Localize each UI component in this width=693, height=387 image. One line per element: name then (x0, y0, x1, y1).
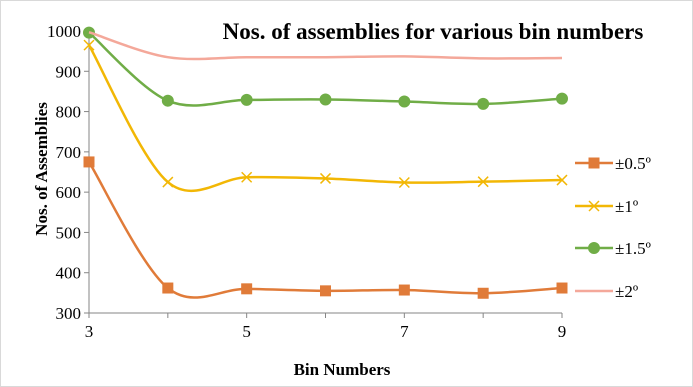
x-tick-label: 9 (558, 322, 567, 341)
marker-stroke (162, 176, 174, 188)
data-point (83, 156, 95, 168)
legend-swatch-marker (588, 157, 600, 169)
x-tick-label: 7 (400, 322, 409, 341)
legend-item: ±0.5º (575, 154, 651, 173)
series-3 (88, 31, 563, 61)
data-point (241, 171, 253, 183)
legend-swatch-marker (588, 200, 600, 212)
y-tick-label: 800 (56, 103, 82, 122)
marker-stroke (83, 39, 95, 51)
data-point (83, 39, 95, 51)
data-point (477, 97, 490, 110)
series-line (87, 44, 563, 193)
data-point (319, 93, 332, 106)
data-point (398, 284, 410, 296)
series-lines (83, 26, 568, 299)
series-line (88, 31, 563, 61)
marker-stroke (556, 174, 568, 186)
data-point (398, 176, 410, 189)
axes: 300 400 500 600 700 800 900 1000 3 5 7 9 (47, 22, 566, 341)
data-point (398, 95, 411, 108)
y-axis-title: Nos. of Assemblies (32, 102, 51, 236)
x-tick-label: 5 (242, 322, 251, 341)
series-1 (83, 39, 568, 193)
legend-label: ±0.5º (615, 154, 651, 173)
chart-title: Nos. of assemblies for various bin numbe… (223, 19, 644, 44)
marker-stroke (588, 200, 600, 212)
legend-item: ±1.5º (575, 239, 651, 258)
y-tick-label: 300 (56, 304, 82, 323)
data-point (477, 287, 489, 299)
legend: ±0.5º ±1º ±1.5º ±2º (575, 154, 651, 301)
x-tick-label: 3 (85, 322, 94, 341)
legend-swatch-marker (588, 242, 600, 254)
data-point (162, 176, 174, 188)
data-point (241, 283, 253, 295)
marker-stroke (398, 176, 410, 189)
marker-stroke (241, 171, 253, 183)
legend-label: ±1.5º (615, 239, 651, 258)
legend-item: ±1º (575, 197, 638, 216)
x-axis-title: Bin Numbers (294, 360, 391, 379)
y-tick-label: 400 (56, 264, 82, 283)
data-point (477, 176, 489, 188)
series-2 (83, 26, 568, 110)
legend-item: ±2º (575, 282, 638, 301)
series-0 (83, 156, 568, 299)
data-point (556, 174, 568, 186)
marker-stroke (319, 172, 332, 184)
data-point (320, 285, 331, 297)
data-point (162, 282, 174, 294)
y-tick-label: 500 (56, 223, 82, 242)
y-tick-label: 900 (56, 62, 82, 81)
y-tick-label: 700 (56, 143, 82, 162)
data-point (319, 172, 332, 184)
y-tick-label: 1000 (47, 22, 81, 41)
legend-label: ±2º (615, 282, 638, 301)
data-point (556, 92, 568, 105)
marker-stroke (477, 176, 489, 188)
data-point (556, 282, 568, 294)
data-point (240, 93, 253, 106)
data-point (161, 94, 174, 107)
y-tick-label: 600 (56, 183, 82, 202)
legend-label: ±1º (615, 197, 638, 216)
